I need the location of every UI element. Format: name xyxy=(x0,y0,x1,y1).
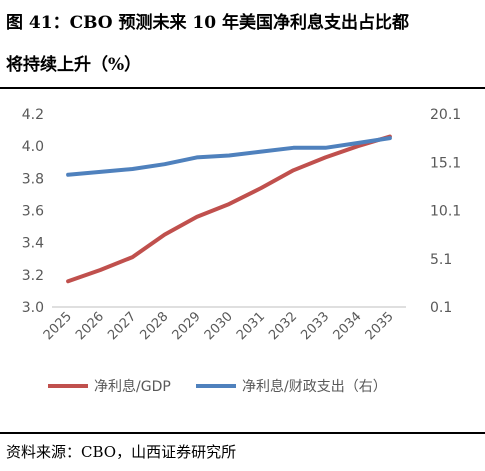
x-tick-label: 2030 xyxy=(202,309,236,343)
left-tick-label: 4.2 xyxy=(22,107,44,123)
x-tick-label: 2033 xyxy=(298,309,332,343)
series-line-1 xyxy=(66,134,392,284)
series-line-2 xyxy=(66,136,392,177)
chart-title-line-1: 图 41：CBO 预测未来 10 年美国净利息支出占比都 xyxy=(6,13,410,33)
right-tick-label: 5.1 xyxy=(430,252,452,268)
x-tick-label: 2025 xyxy=(41,309,75,343)
x-axis-ticks: 2025202620272028202920302031203220332034… xyxy=(41,309,397,343)
left-tick-label: 4.0 xyxy=(22,139,44,155)
x-tick-label: 2026 xyxy=(73,309,107,343)
right-tick-label: 15.1 xyxy=(430,155,461,171)
chart-title-line-2: 将持续上升（%） xyxy=(6,55,142,75)
source-note: 资料来源：CBO，山西证券研究所 xyxy=(6,443,237,461)
x-tick-label: 2029 xyxy=(170,309,204,343)
right-tick-label: 10.1 xyxy=(430,204,461,220)
left-tick-label: 3.2 xyxy=(22,268,44,284)
left-tick-label: 3.4 xyxy=(22,236,44,252)
x-tick-label: 2028 xyxy=(137,309,171,343)
left-axis-ticks: 3.0 3.2 3.4 3.6 3.8 4.0 4.2 xyxy=(22,107,44,316)
x-tick-label: 2032 xyxy=(266,309,300,343)
legend: 净利息/GDP 净利息/财政支出（右） xyxy=(48,378,387,395)
x-tick-label: 2035 xyxy=(363,309,397,343)
right-tick-label: 20.1 xyxy=(430,107,461,123)
bottom-rule xyxy=(0,432,485,434)
left-tick-label: 3.6 xyxy=(22,204,44,220)
series-lines xyxy=(66,134,392,284)
line-chart: 3.0 3.2 3.4 3.6 3.8 4.0 4.2 0.1 5.1 10.1 15.1 20.1… xyxy=(22,107,461,395)
top-rule xyxy=(0,87,485,89)
x-tick-label: 2034 xyxy=(331,309,365,343)
right-tick-label: 0.1 xyxy=(430,300,452,316)
legend-label-2: 净利息/财政支出（右） xyxy=(242,378,387,395)
right-axis-ticks: 0.1 5.1 10.1 15.1 20.1 xyxy=(430,107,461,316)
x-tick-label: 2031 xyxy=(234,309,268,343)
left-tick-label: 3.0 xyxy=(22,300,44,316)
x-tick-label: 2027 xyxy=(105,309,139,343)
legend-label-1: 净利息/GDP xyxy=(94,378,171,395)
left-tick-label: 3.8 xyxy=(22,171,44,187)
